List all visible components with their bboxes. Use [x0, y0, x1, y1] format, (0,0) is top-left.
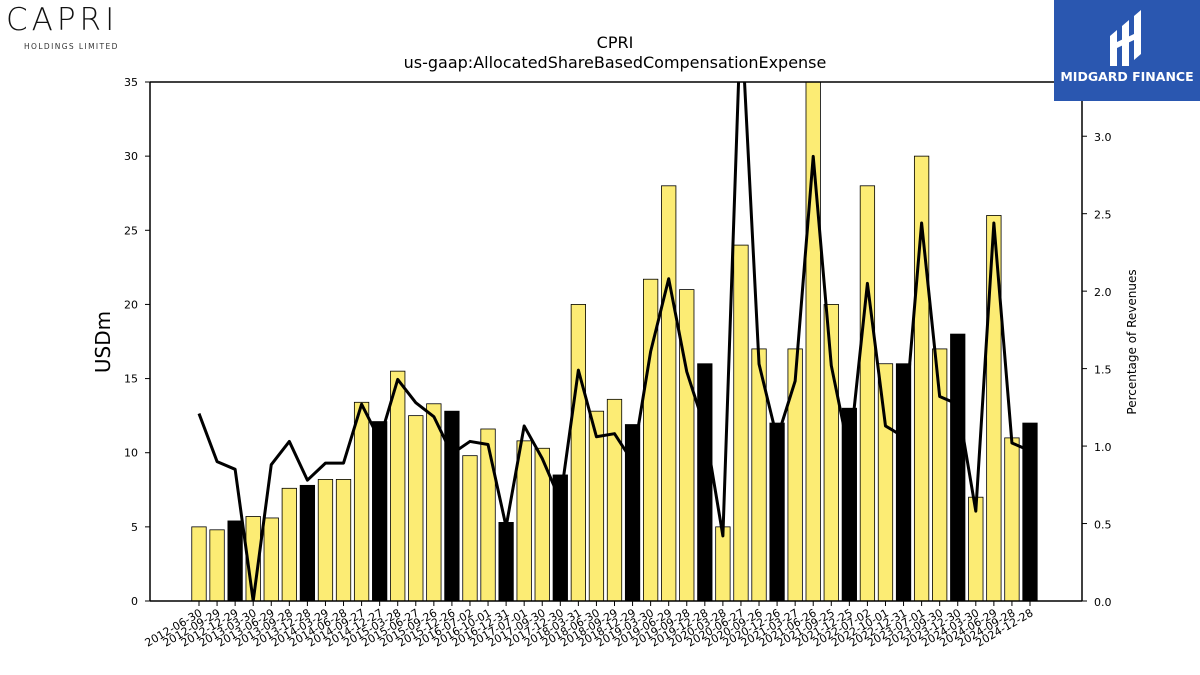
- bar-2018-03-31: [570, 304, 586, 601]
- bar-2014-03-29: [317, 479, 334, 601]
- bar-2015-09-26: [426, 403, 442, 601]
- bar-2015-06-27: [408, 415, 424, 601]
- bar-2020-12-26: [769, 422, 785, 601]
- capri-logo-sub: HOLDINGS LIMITED: [24, 42, 119, 51]
- midgard-finance-logo: MIDGARD FINANCE: [1054, 0, 1200, 101]
- bar-2016-12-31: [498, 522, 514, 601]
- y-tick-label: 30: [124, 150, 138, 163]
- bar-2012-09-29: [209, 529, 225, 601]
- midgard-finance-wordmark: MIDGARD FINANCE: [1060, 69, 1194, 84]
- bar-2012-12-29: [227, 520, 243, 601]
- y-tick-label: 35: [124, 76, 138, 89]
- y2-tick-label: 1.0: [1094, 441, 1112, 454]
- bar-2023-09-30: [932, 348, 948, 601]
- chart-subtitle: us-gaap:AllocatedShareBasedCompensationE…: [404, 53, 827, 72]
- bar-2016-07-02: [462, 455, 478, 601]
- y-tick-label: 5: [131, 521, 138, 534]
- bar-2024-12-28: [1022, 422, 1038, 601]
- midgard-emblem-icon: [1110, 10, 1141, 66]
- y-tick-label: 10: [124, 447, 138, 460]
- bar-2014-06-28: [335, 479, 352, 601]
- bar-2019-09-28: [679, 289, 695, 601]
- bar-2023-12-30: [950, 333, 966, 601]
- y-tick-label: 20: [124, 298, 138, 311]
- bar-2017-07-01: [516, 440, 532, 601]
- y2-tick-label: 3.0: [1094, 131, 1112, 144]
- bar-2015-12-26: [444, 410, 460, 601]
- y2-tick-label: 2.0: [1094, 286, 1112, 299]
- y-tick-label: 15: [124, 373, 138, 386]
- bar-2015-03-28: [390, 370, 406, 601]
- line-layer: [197, 82, 1031, 601]
- bar-2018-09-29: [606, 398, 623, 601]
- y-tick-label: 0: [131, 595, 138, 608]
- y2-tick-label: 0.0: [1094, 596, 1112, 609]
- y2-axis-label: Percentage of Revenues: [1125, 269, 1139, 414]
- bar-2024-06-29: [986, 215, 1002, 601]
- bar-2014-12-27: [372, 421, 388, 601]
- bar-2021-03-27: [787, 348, 803, 601]
- bar-2014-09-27: [353, 401, 370, 601]
- bar-2019-12-28: [697, 363, 713, 601]
- y2-tick-label: 1.5: [1094, 364, 1112, 377]
- chart-title: CPRI: [597, 33, 634, 52]
- bar-2013-09-28: [281, 487, 297, 601]
- bar-2022-10-01: [877, 363, 894, 601]
- bar-2021-12-25: [841, 407, 857, 601]
- bar-2022-07-02: [859, 185, 876, 601]
- bar-2020-06-27: [733, 244, 749, 601]
- capri-logo-brand: CAPRI: [6, 2, 119, 38]
- bar-2019-03-30: [643, 278, 659, 601]
- bar-2024-03-30: [968, 496, 984, 601]
- bar-2022-12-31: [895, 363, 912, 601]
- bar-2013-12-28: [299, 484, 316, 601]
- capri-logo: CAPRI HOLDINGS LIMITED: [6, 2, 156, 52]
- y-axis-label: USDm: [91, 311, 115, 373]
- y-tick-label: 25: [124, 224, 138, 237]
- bars-layer: [191, 82, 1038, 601]
- y2-tick-label: 2.5: [1094, 209, 1112, 222]
- bar-2013-06-29: [263, 517, 279, 601]
- revenue-percentage-line: [197, 82, 1031, 601]
- bar-2018-06-30: [588, 410, 605, 601]
- bar-2018-12-29: [624, 424, 641, 601]
- bar-2024-09-28: [1004, 437, 1020, 601]
- bar-2020-03-28: [715, 526, 731, 601]
- bar-2016-10-01: [480, 428, 496, 601]
- bar-2019-06-29: [661, 185, 677, 601]
- y2-tick-label: 0.5: [1094, 519, 1112, 532]
- bar-2012-06-30: [191, 526, 207, 601]
